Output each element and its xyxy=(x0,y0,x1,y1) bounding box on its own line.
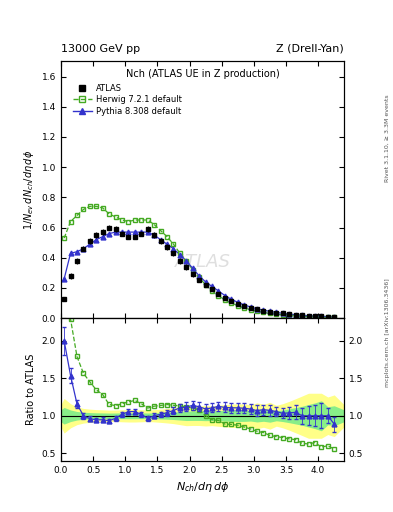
Y-axis label: $1/N_{ev}\,dN_{ch}/d\eta\,d\phi$: $1/N_{ev}\,dN_{ch}/d\eta\,d\phi$ xyxy=(22,150,36,230)
Text: Rivet 3.1.10, ≥ 3.3M events: Rivet 3.1.10, ≥ 3.3M events xyxy=(385,94,390,182)
Legend: ATLAS, Herwig 7.2.1 default, Pythia 8.308 default: ATLAS, Herwig 7.2.1 default, Pythia 8.30… xyxy=(71,81,184,118)
Y-axis label: Ratio to ATLAS: Ratio to ATLAS xyxy=(26,354,36,425)
Text: Nch (ATLAS UE in Z production): Nch (ATLAS UE in Z production) xyxy=(125,69,279,79)
Text: Z (Drell-Yan): Z (Drell-Yan) xyxy=(276,44,344,54)
Text: 13000 GeV pp: 13000 GeV pp xyxy=(61,44,140,54)
X-axis label: $N_{ch}/d\eta\,d\phi$: $N_{ch}/d\eta\,d\phi$ xyxy=(176,480,229,494)
Text: mcplots.cern.ch [arXiv:1306.3436]: mcplots.cern.ch [arXiv:1306.3436] xyxy=(385,279,390,387)
Text: ATLAS: ATLAS xyxy=(174,253,230,271)
